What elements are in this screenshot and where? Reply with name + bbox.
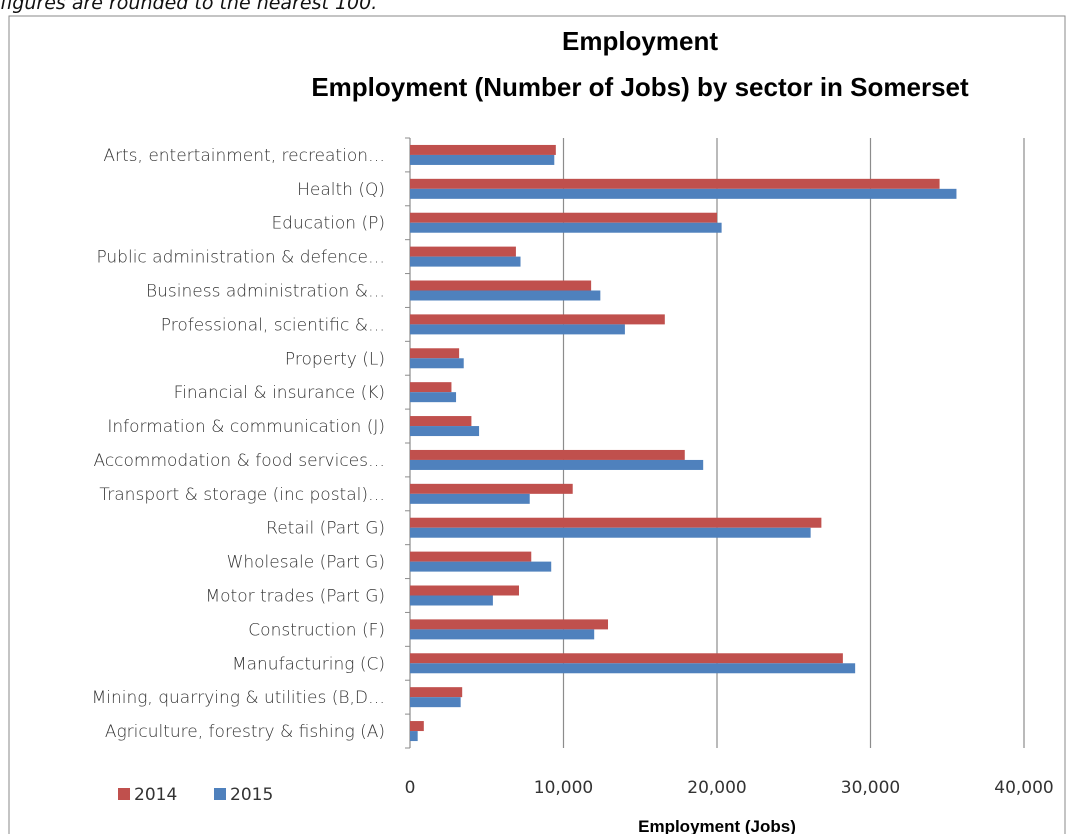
bar-2014 xyxy=(410,721,424,732)
bar-2015 xyxy=(410,629,595,640)
category-label: Financial & insurance (K) xyxy=(174,383,385,403)
bar-2014 xyxy=(410,382,452,393)
x-tick-label: 10,000 xyxy=(534,778,593,798)
bar-2015 xyxy=(410,527,811,538)
bar-2014 xyxy=(410,178,940,189)
category-label: Accommodation & food services… xyxy=(93,451,385,471)
category-label: Motor trades (Part G) xyxy=(205,587,385,607)
bar-2014 xyxy=(410,144,556,155)
bar-2014 xyxy=(410,517,822,528)
bar-2015 xyxy=(410,154,555,165)
category-label: Arts, entertainment, recreation… xyxy=(103,146,385,166)
bar-2014 xyxy=(410,483,573,494)
x-tick-label: 20,000 xyxy=(687,778,746,798)
bar-2015 xyxy=(410,561,552,572)
bar-2015 xyxy=(410,731,418,742)
category-label: Agriculture, forestry & fishing (A) xyxy=(105,722,385,742)
bar-2014 xyxy=(410,212,717,223)
chart-border xyxy=(8,15,1066,834)
category-label: Property (L) xyxy=(285,349,385,369)
header-note: figures are rounded to the nearest 100. xyxy=(0,0,378,14)
bar-2015 xyxy=(410,358,464,369)
legend-swatch-2014 xyxy=(118,788,130,800)
x-tick-label: 30,000 xyxy=(841,778,900,798)
bar-2014 xyxy=(410,280,592,291)
category-label: Information & communication (J) xyxy=(107,417,385,437)
chart-title-line-1: Employment xyxy=(562,26,718,56)
category-label: Manufacturing (C) xyxy=(232,654,385,674)
bar-2015 xyxy=(410,392,457,403)
category-label: Public administration & defence… xyxy=(96,248,385,268)
bar-2014 xyxy=(410,246,516,257)
legend-swatch-2015 xyxy=(214,788,226,800)
bar-2015 xyxy=(410,663,856,674)
bar-2015 xyxy=(410,595,493,606)
category-label: Education (P) xyxy=(271,214,385,234)
legend-label-2015: 2015 xyxy=(230,785,273,805)
x-tick-label: 0 xyxy=(405,778,416,798)
bar-2014 xyxy=(410,416,472,427)
category-label: Construction (F) xyxy=(248,620,385,640)
bar-2015 xyxy=(410,324,625,335)
bar-2015 xyxy=(410,459,704,470)
x-tick-label: 40,000 xyxy=(994,778,1053,798)
category-label: Professional, scientific &… xyxy=(161,315,385,335)
bar-2014 xyxy=(410,348,460,359)
bar-2015 xyxy=(410,222,722,233)
bar-2014 xyxy=(410,653,843,664)
category-label: Transport & storage (inc postal)… xyxy=(99,485,385,505)
bar-2014 xyxy=(410,585,519,596)
legend-label-2014: 2014 xyxy=(134,785,177,805)
bar-2015 xyxy=(410,493,530,504)
bar-2014 xyxy=(410,619,609,630)
category-label: Retail (Part G) xyxy=(266,519,385,539)
bar-2014 xyxy=(410,314,665,325)
category-label: Wholesale (Part G) xyxy=(227,553,385,573)
x-axis-title: Employment (Jobs) xyxy=(638,817,796,834)
bar-2015 xyxy=(410,290,601,301)
bar-2015 xyxy=(410,426,480,437)
bar-2015 xyxy=(410,256,521,267)
bar-2014 xyxy=(410,687,463,698)
bar-2015 xyxy=(410,188,957,199)
category-label: Health (Q) xyxy=(297,180,385,200)
bar-2015 xyxy=(410,697,461,708)
bar-2014 xyxy=(410,551,532,562)
category-label: Mining, quarrying & utilities (B,D… xyxy=(92,688,385,708)
bar-2014 xyxy=(410,449,685,460)
chart-title-line-2: Employment (Number of Jobs) by sector in… xyxy=(311,72,969,102)
category-label: Business administration &… xyxy=(146,282,385,302)
